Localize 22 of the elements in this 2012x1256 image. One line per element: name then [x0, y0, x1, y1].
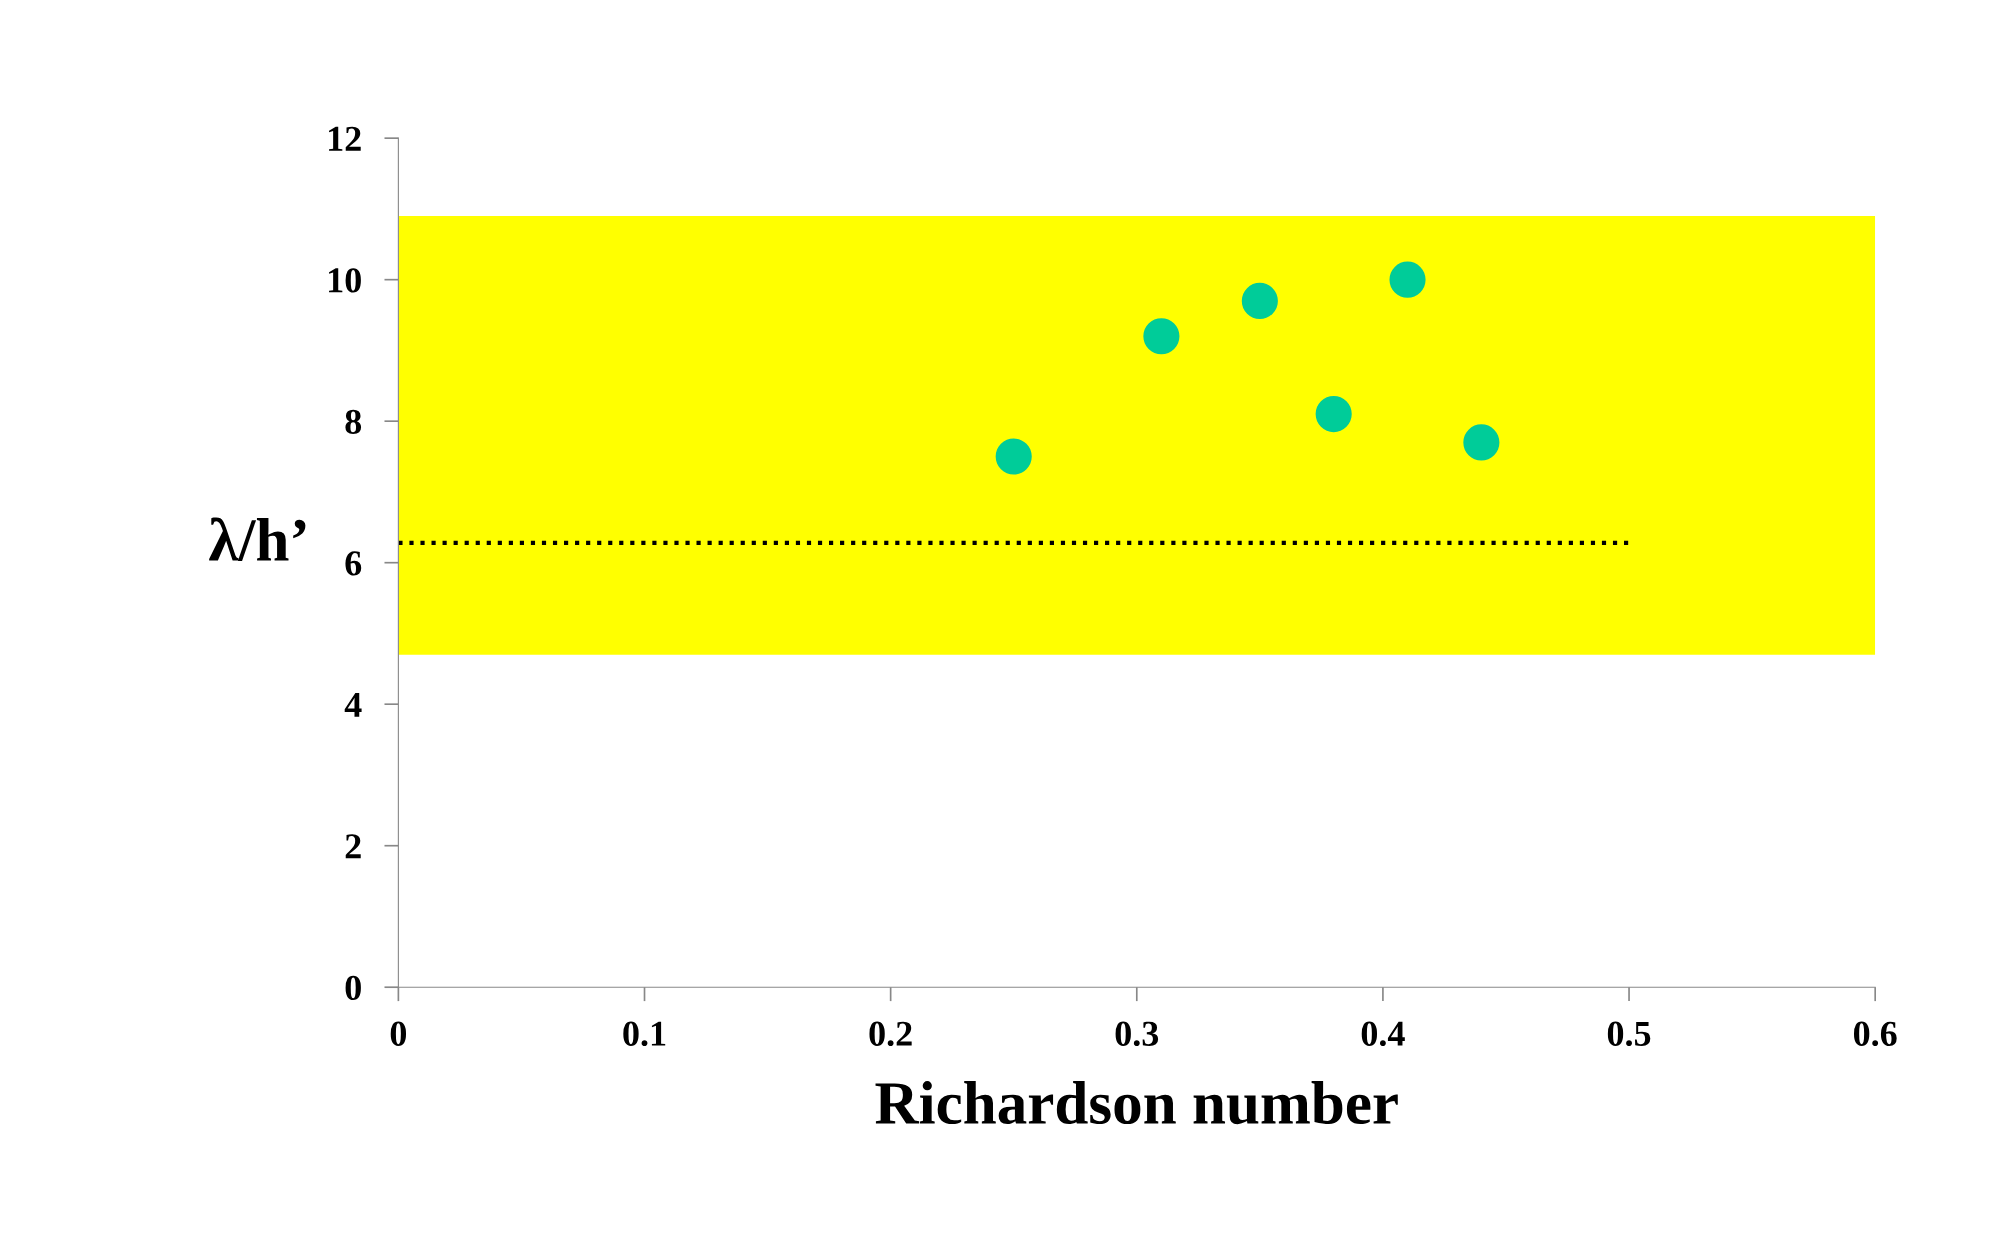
y-tick-label: 0: [345, 975, 361, 1001]
x-tick-label: 0.4: [1361, 1021, 1405, 1047]
y-axis-title: λ/h’: [209, 517, 306, 561]
x-tick-label: 0.5: [1607, 1021, 1651, 1047]
point: [1463, 424, 1500, 461]
point: [1241, 282, 1278, 319]
point: [995, 438, 1032, 475]
y-tick-label: 8: [345, 409, 362, 435]
y-tick-label: 6: [345, 551, 362, 576]
point: [1143, 318, 1180, 355]
x-tick-label: 0.6: [1853, 1021, 1897, 1047]
x-tick-label: 0.2: [869, 1021, 912, 1047]
y-tick-label: 4: [344, 692, 362, 717]
point: [1389, 261, 1426, 298]
y-tick-label: 12: [329, 126, 361, 151]
x-tick-label: 0: [390, 1021, 407, 1046]
x-tick-label: 0.1: [623, 1021, 666, 1047]
point: [1315, 396, 1352, 433]
y-tick-label: 10: [329, 268, 361, 293]
y-tick-label: 2: [345, 834, 361, 859]
x-axis-title: Richardson number: [875, 1081, 1398, 1125]
x-tick-label: 0.3: [1115, 1021, 1159, 1047]
